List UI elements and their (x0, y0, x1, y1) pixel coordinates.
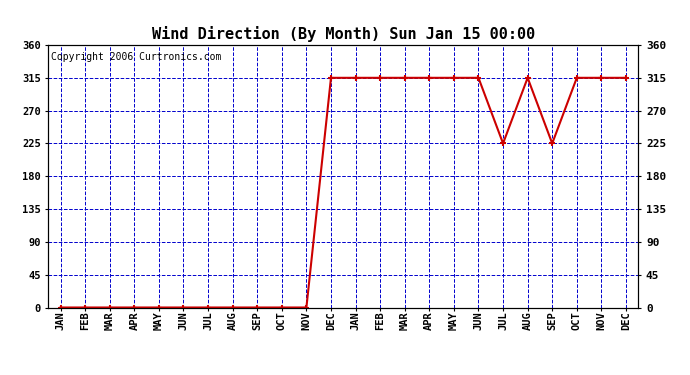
Text: Copyright 2006 Curtronics.com: Copyright 2006 Curtronics.com (51, 52, 221, 62)
Title: Wind Direction (By Month) Sun Jan 15 00:00: Wind Direction (By Month) Sun Jan 15 00:… (152, 27, 535, 42)
